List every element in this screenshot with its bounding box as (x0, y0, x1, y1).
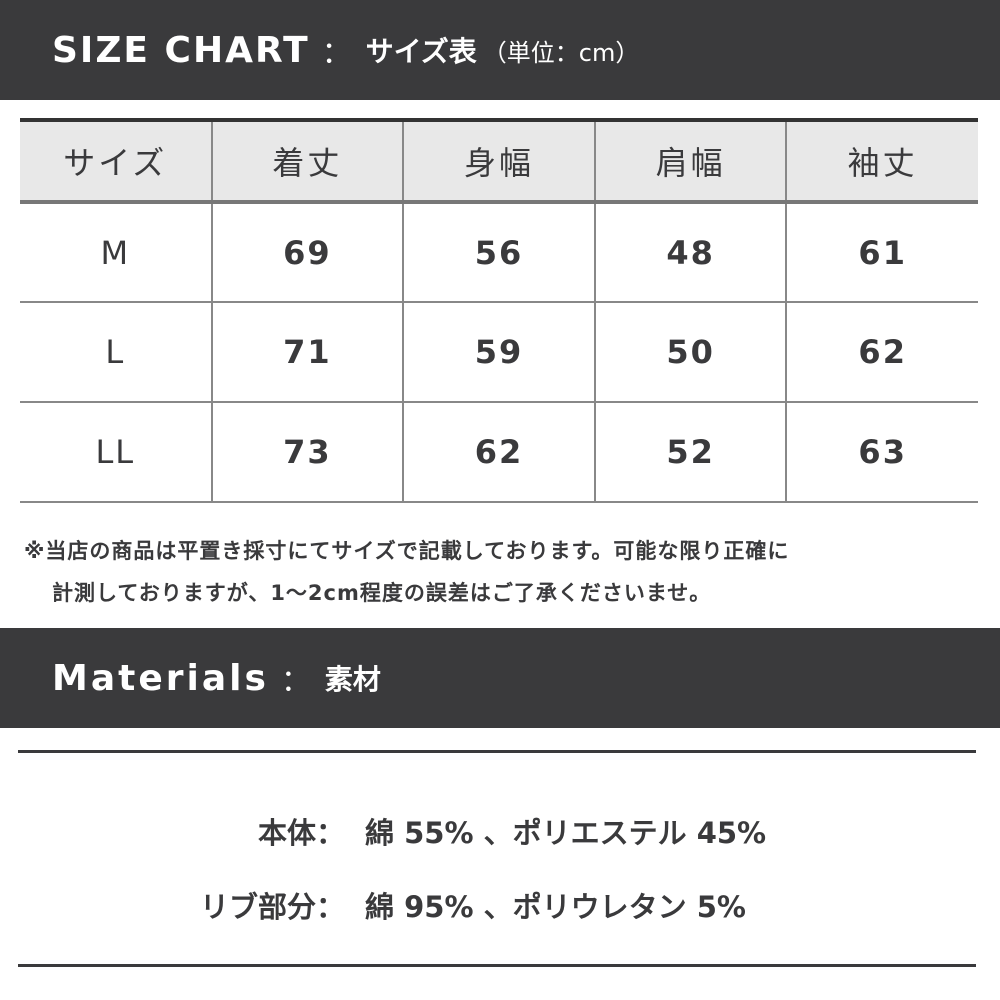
material-label: リブ部分： (199, 890, 345, 924)
header-cell: 袖丈 (785, 120, 978, 202)
size-chart-header: SIZE CHART ： サイズ表 （単位：cm） (0, 0, 1000, 100)
size-cell: M (20, 202, 213, 303)
size-cell: LL (20, 402, 213, 503)
value-cell: 71 (210, 302, 405, 403)
unit-label: （単位：cm） (482, 38, 640, 67)
value-cell: 63 (785, 402, 978, 503)
value-cell: 69 (210, 202, 405, 303)
material-value: 綿 95% 、ポリウレタン 5% (365, 890, 746, 924)
value-cell: 62 (402, 402, 596, 503)
size-cell: L (20, 302, 213, 403)
value-cell: 59 (402, 302, 596, 403)
size-chart-title-jp: サイズ表 (365, 35, 477, 68)
material-label: 本体： (257, 816, 345, 850)
value-cell: 52 (593, 402, 788, 503)
divider (18, 750, 976, 753)
table-row: M 69 56 48 61 (20, 202, 978, 303)
value-cell: 73 (210, 402, 405, 503)
header-cell: 着丈 (210, 120, 405, 202)
header-cell: 身幅 (402, 120, 596, 202)
value-cell: 62 (785, 302, 978, 403)
material-row: 本体： 綿 55% 、ポリエステル 45% (0, 810, 1000, 852)
table-header-row: サイズ 着丈 身幅 肩幅 袖丈 (20, 120, 978, 202)
note-line: ※当店の商品は平置き採寸にてサイズで記載しております。可能な限り正確に (24, 539, 790, 563)
value-cell: 48 (593, 202, 788, 303)
header-cell: 肩幅 (593, 120, 788, 202)
title-separator: ： (280, 664, 311, 699)
value-cell: 61 (785, 202, 978, 303)
size-table: サイズ 着丈 身幅 肩幅 袖丈 M 69 56 48 61 L 71 59 50… (20, 118, 978, 503)
header-cell: サイズ (20, 120, 213, 202)
table-row: LL 73 62 52 63 (20, 402, 978, 503)
material-value: 綿 55% 、ポリエステル 45% (365, 816, 767, 850)
materials-title-jp: 素材 (324, 663, 381, 696)
value-cell: 56 (402, 202, 596, 303)
measurement-note: ※当店の商品は平置き採寸にてサイズで記載しております。可能な限り正確に 計測して… (24, 530, 789, 614)
table-row: L 71 59 50 62 (20, 302, 978, 403)
title-separator: ： (321, 36, 352, 71)
note-line: 計測しておりますが、1～2cm程度の誤差はご了承くださいませ。 (52, 581, 712, 605)
material-row: リブ部分： 綿 95% 、ポリウレタン 5% (0, 884, 1000, 926)
divider (18, 964, 976, 967)
size-chart-title: SIZE CHART (52, 29, 310, 71)
materials-title: Materials (52, 657, 269, 699)
materials-header: Materials ： 素材 (0, 628, 1000, 728)
value-cell: 50 (593, 302, 788, 403)
